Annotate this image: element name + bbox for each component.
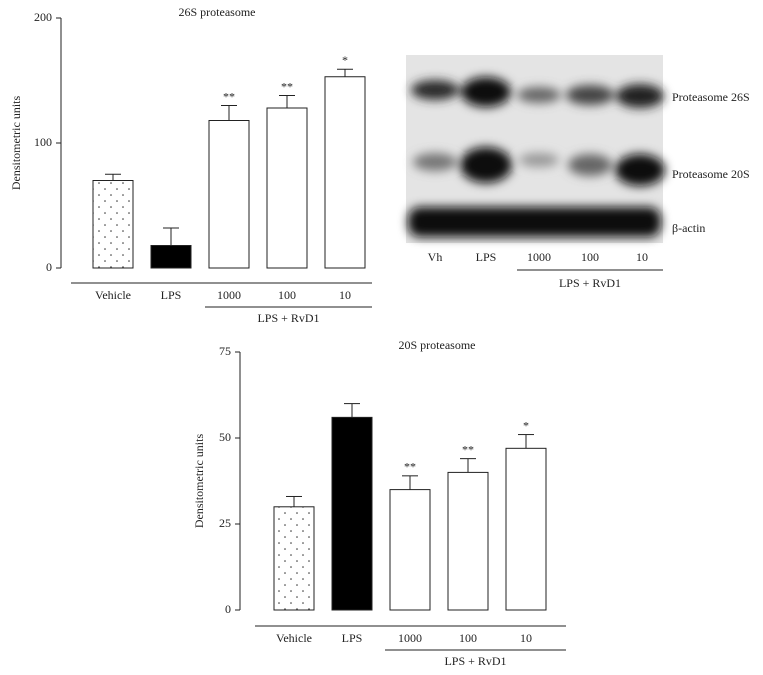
chart-title: 26S proteasome xyxy=(179,5,256,19)
band-label: β-actin xyxy=(672,221,705,235)
lane-label: 1000 xyxy=(527,250,551,264)
x-tick-label: Vehicle xyxy=(95,288,131,302)
x-tick-label: LPS xyxy=(161,288,182,302)
x-tick-label: 100 xyxy=(459,631,477,645)
bar xyxy=(266,107,308,269)
y-tick-label: 0 xyxy=(46,260,52,274)
y-tick-label: 100 xyxy=(34,135,52,149)
chart-title: 20S proteasome xyxy=(399,338,476,352)
significance-label: ** xyxy=(281,79,293,93)
band-label: Proteasome 20S xyxy=(672,167,750,181)
lane-label: Vh xyxy=(428,250,443,264)
bar xyxy=(150,245,192,269)
lane-label: LPS xyxy=(476,250,497,264)
x-tick-label: 10 xyxy=(520,631,532,645)
x-tick-label: 100 xyxy=(278,288,296,302)
y-tick-label: 25 xyxy=(219,516,231,530)
x-tick-label: 1000 xyxy=(398,631,422,645)
y-tick-label: 0 xyxy=(225,602,231,616)
lane-label: 100 xyxy=(581,250,599,264)
band-label: Proteasome 26S xyxy=(672,90,750,104)
y-tick-label: 200 xyxy=(34,10,52,24)
group-label: LPS + RvD1 xyxy=(444,654,506,668)
bar xyxy=(389,489,431,611)
y-tick-label: 75 xyxy=(219,344,231,358)
bar xyxy=(92,180,134,269)
group-label: LPS + RvD1 xyxy=(257,311,319,325)
y-axis-label: Densitometric units xyxy=(192,434,206,529)
bar xyxy=(324,76,366,269)
bar xyxy=(505,447,547,611)
group-label: LPS + RvD1 xyxy=(559,276,621,290)
significance-label: * xyxy=(523,418,529,432)
significance-label: ** xyxy=(404,460,416,474)
significance-label: * xyxy=(342,53,348,67)
lane-label: 10 xyxy=(636,250,648,264)
x-tick-label: 1000 xyxy=(217,288,241,302)
bar xyxy=(273,506,315,611)
bar xyxy=(447,471,489,611)
x-tick-label: LPS xyxy=(342,631,363,645)
significance-label: ** xyxy=(223,89,235,103)
x-tick-label: 10 xyxy=(339,288,351,302)
y-axis-label: Densitometric units xyxy=(9,96,23,191)
x-tick-label: Vehicle xyxy=(276,631,312,645)
significance-label: ** xyxy=(462,442,474,456)
bar xyxy=(331,416,373,611)
blot-image xyxy=(406,55,665,243)
y-tick-label: 50 xyxy=(219,430,231,444)
bar xyxy=(208,120,250,269)
